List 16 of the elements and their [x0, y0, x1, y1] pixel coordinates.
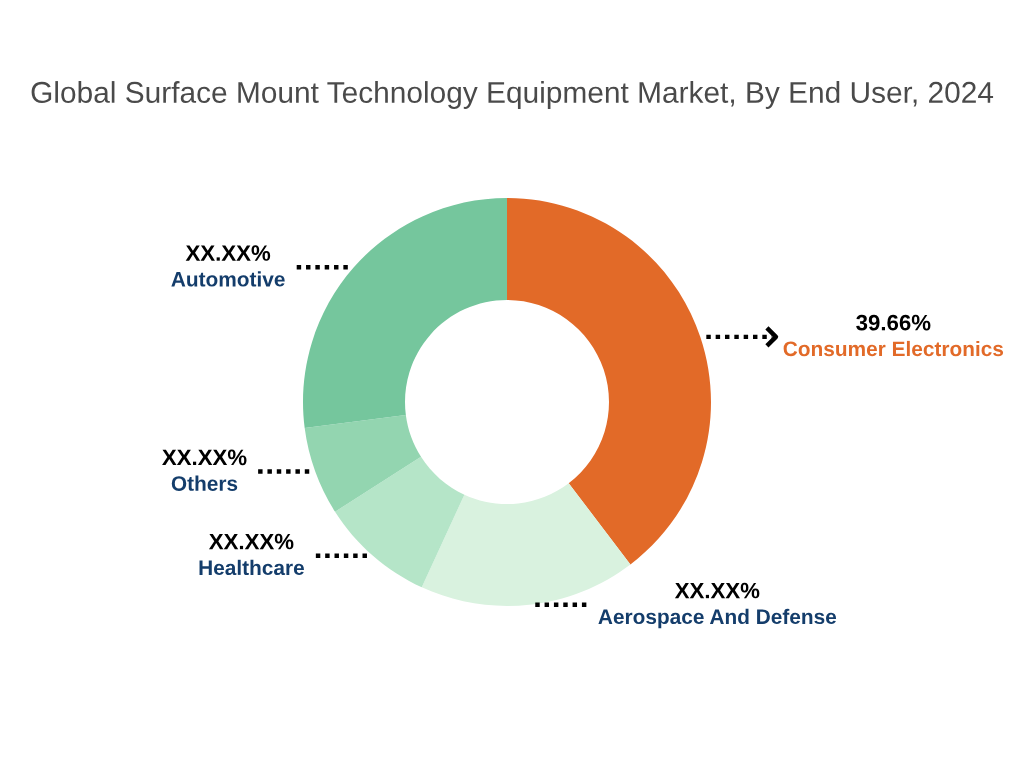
donut-slice	[421, 483, 631, 606]
donut-slice	[335, 456, 465, 588]
data-label: 39.66%	[856, 314, 931, 331]
data-label: XX.XX%	[674, 582, 760, 599]
data-label: XX.XX%	[185, 245, 271, 261]
data-label: XX.XX%	[162, 449, 247, 466]
slice-label: Consumer Electronics	[783, 340, 1004, 357]
slice-label: Others	[171, 475, 238, 491]
donut-slice	[507, 198, 711, 565]
donut-slice	[304, 415, 422, 512]
donut-slice	[303, 198, 507, 429]
slice-label: Automotive	[171, 271, 285, 287]
slice-label: Healthcare	[199, 559, 304, 576]
data-label: XX.XX%	[208, 533, 294, 550]
slice-label: Aerospace And Defense	[598, 608, 837, 629]
chart-title: Global Surface Mount Technology Equipment Market, By End User, 2024	[31, 81, 994, 109]
